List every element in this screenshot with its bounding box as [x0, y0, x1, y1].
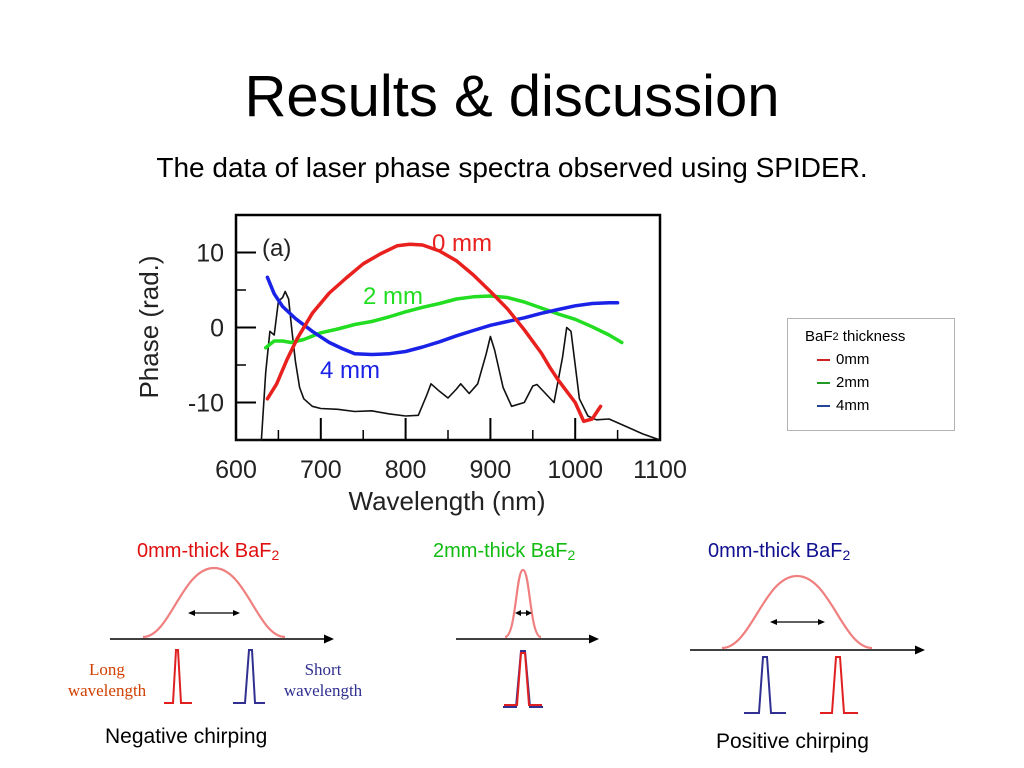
legend-item-0mm: 0mm — [817, 348, 870, 371]
caption-zero: 2mm-thick BaF2 — [433, 540, 576, 563]
arrow-head — [589, 634, 599, 644]
annotation-4mm: 4 mm — [320, 357, 380, 384]
diagram-zero — [456, 568, 599, 708]
x-tick-label: 900 — [470, 456, 512, 484]
gaussian-pulse-curve — [142, 566, 286, 639]
panel-label: (a) — [262, 235, 291, 262]
x-tick-label: 700 — [300, 456, 342, 484]
x-tick-label: 1000 — [547, 456, 603, 484]
annotation-0mm: 0 mm — [432, 230, 492, 257]
short-wavelength-pulse — [744, 656, 786, 714]
x-axis-label: Wavelength (nm) — [349, 486, 546, 516]
caption-positive: 0mm-thick BaF2 — [708, 540, 851, 563]
red-pulse — [504, 652, 542, 706]
x-tick-label: 1100 — [633, 456, 687, 484]
y-tick-label: -10 — [188, 390, 224, 418]
width-arrow-heads — [515, 610, 532, 616]
legend-item-2mm: 2mm — [817, 371, 870, 394]
gaussian-pulse-curve — [721, 574, 873, 650]
series-line-0-mm — [265, 242, 603, 424]
y-tick-label: 0 — [210, 315, 224, 343]
annotation-2mm: 2 mm — [363, 283, 423, 310]
slide-title: Results & discussion — [244, 64, 780, 129]
x-tick-label: 600 — [215, 456, 257, 484]
positive-chirping-label: Positive chirping — [716, 730, 869, 753]
phase-chart: (a) 600 700 800 900 1000 1100 10 0 -10 0 mm 2 m… — [134, 213, 687, 516]
series-line-spectrum — [235, 290, 661, 441]
arrow-head — [915, 645, 925, 655]
diagram-positive — [690, 574, 925, 714]
x-axis: 600 700 800 900 1000 1100 — [215, 418, 687, 484]
series-line-2-mm — [263, 294, 624, 350]
y-axis: 10 0 -10 — [188, 214, 256, 441]
series-group — [235, 242, 661, 441]
legend-title: BaF2 thickness — [805, 328, 906, 345]
legend-swatch-green — [817, 382, 830, 384]
long-wavelength-pulse — [164, 649, 192, 704]
legend-swatch-blue — [817, 405, 830, 407]
long-wavelength-pulse — [820, 656, 858, 714]
legend-label: 2mm — [836, 374, 870, 391]
legend-label: 4mm — [836, 397, 870, 414]
slide-subtitle: The data of laser phase spectra observed… — [156, 152, 868, 183]
blue-pulse — [503, 650, 543, 708]
legend-item-4mm: 4mm — [817, 394, 870, 417]
y-tick-label: 10 — [196, 240, 224, 268]
short-wavelength-label: Short wavelength — [283, 660, 363, 700]
diagram-negative — [110, 566, 334, 704]
long-wavelength-label: Long wavelength — [67, 660, 147, 700]
y-axis-label: Phase (rad.) — [134, 255, 164, 398]
arrow-head — [324, 634, 334, 644]
legend: BaF2 thickness 0mm 2mm 4mm — [787, 318, 955, 431]
negative-chirping-label: Negative chirping — [105, 725, 268, 748]
legend-label: 0mm — [836, 351, 870, 368]
gaussian-pulse-curve — [504, 568, 542, 639]
short-wavelength-pulse — [233, 649, 265, 704]
series-line-4-mm — [265, 275, 620, 357]
legend-swatch-red — [817, 359, 830, 361]
x-tick-label: 800 — [385, 456, 427, 484]
caption-negative: 0mm-thick BaF2 — [137, 540, 280, 563]
